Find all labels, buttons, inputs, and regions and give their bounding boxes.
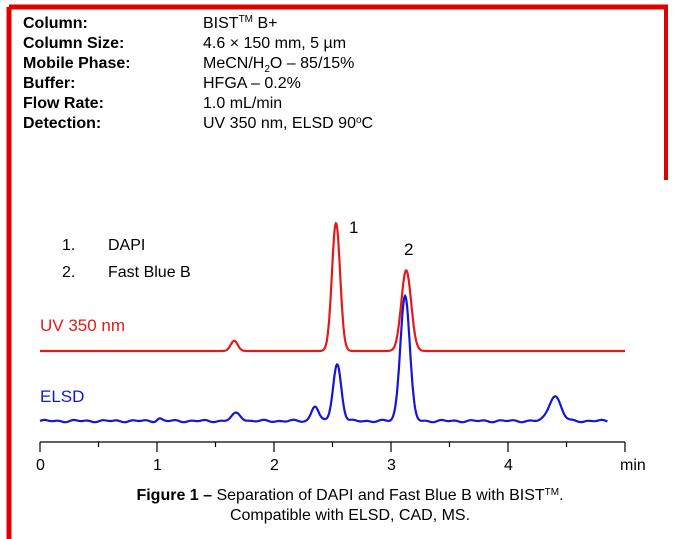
peak-legend-item: 1. DAPI: [62, 232, 191, 259]
degree-sup: o: [355, 115, 362, 126]
param-value: UV 350 nm, ELSD 90oC: [203, 114, 373, 134]
detection-unit: C: [361, 115, 374, 132]
x-axis-unit-label: min: [620, 457, 646, 474]
caption-end: .: [559, 487, 564, 504]
chromatogram-chart: [39, 221, 626, 452]
peak-number: 2.: [62, 264, 76, 281]
peak-name: Fast Blue B: [108, 264, 191, 281]
x-tick-label: 1: [153, 457, 162, 474]
uv-trace-line: [40, 221, 625, 353]
caption-figure-number: Figure 1 –: [136, 487, 213, 504]
param-label: Detection:: [23, 115, 102, 132]
param-detection: Detection: UV 350 nm, ELSD 90oC: [23, 114, 373, 134]
param-flow-rate: Flow Rate: 1.0 mL/min: [23, 94, 373, 114]
param-value: 4.6 × 150 mm, 5 µm: [203, 35, 347, 52]
column-suffix: B+: [253, 15, 278, 32]
peak-name: DAPI: [108, 237, 146, 254]
param-label: Buffer:: [23, 75, 76, 92]
param-label: Column:: [23, 15, 88, 32]
column-name: BIST: [203, 15, 239, 32]
caption-trademark-sup: TM: [544, 487, 560, 498]
peak-legend: 1. DAPI 2. Fast Blue B: [62, 232, 191, 286]
x-tick-label: 3: [387, 457, 396, 474]
peak-number: 1.: [62, 237, 76, 254]
param-value: HFGA – 0.2%: [203, 75, 301, 92]
caption-text: Separation of DAPI and Fast Blue B with …: [212, 487, 545, 504]
mobile-phase-a: MeCN/H: [203, 55, 265, 72]
peak-marker-1: 1: [349, 218, 359, 237]
param-label: Column Size:: [23, 35, 125, 52]
param-label: Mobile Phase:: [23, 55, 131, 72]
figure-caption: Figure 1 – Separation of DAPI and Fast B…: [40, 487, 660, 505]
param-value: 1.0 mL/min: [203, 95, 283, 112]
param-value: MeCN/H2O – 85/15%: [203, 54, 355, 75]
peak-marker-2: 2: [404, 240, 414, 259]
elsd-trace-label: ELSD: [40, 387, 85, 406]
subscript: 2: [264, 64, 270, 75]
param-column-size: Column Size: 4.6 × 150 mm, 5 µm: [23, 34, 373, 54]
method-parameters: Column: BISTTM B+ Column Size: 4.6 × 150…: [23, 14, 373, 134]
mobile-phase-b: O – 85/15%: [269, 55, 355, 72]
param-label: Flow Rate:: [23, 95, 104, 112]
x-tick-label: 0: [36, 457, 45, 474]
figure-caption-line2: Compatible with ELSD, CAD, MS.: [229, 507, 471, 524]
param-mobile-phase: Mobile Phase: MeCN/H2O – 85/15%: [23, 54, 373, 75]
x-tick-label: 4: [504, 457, 513, 474]
param-buffer: Buffer: HFGA – 0.2%: [23, 74, 373, 94]
detection-text: UV 350 nm, ELSD 90: [203, 115, 356, 132]
param-value: BISTTM B+: [203, 14, 277, 34]
trademark-sup: TM: [238, 14, 254, 25]
param-column: Column: BISTTM B+: [23, 14, 373, 34]
peak-legend-item: 2. Fast Blue B: [62, 259, 191, 286]
x-tick-label: 2: [270, 457, 279, 474]
uv-trace-label: UV 350 nm: [40, 316, 126, 335]
elsd-trace-line: [39, 293, 608, 424]
